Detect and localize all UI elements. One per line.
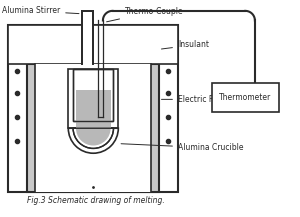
Text: Insulant: Insulant: [161, 40, 209, 49]
Bar: [76, 90, 111, 128]
Bar: [73, 69, 113, 122]
Wedge shape: [68, 128, 118, 153]
Bar: [8, 25, 178, 192]
Bar: [212, 83, 279, 112]
Bar: [73, 69, 113, 122]
Text: Electric Resistance Heater: Electric Resistance Heater: [161, 95, 279, 104]
Text: Thermometer: Thermometer: [219, 93, 272, 102]
Bar: [34, 64, 151, 192]
Wedge shape: [76, 128, 111, 146]
Text: Alumina Crucible: Alumina Crucible: [121, 143, 243, 152]
Bar: [8, 25, 178, 64]
Bar: [27, 64, 159, 192]
Text: Fig.3 Schematic drawing of melting.: Fig.3 Schematic drawing of melting.: [27, 196, 165, 205]
Bar: [68, 69, 118, 128]
Bar: [82, 11, 93, 64]
Text: Thermo-Couple: Thermo-Couple: [106, 7, 184, 22]
Text: Alumina Stirrer: Alumina Stirrer: [2, 6, 79, 15]
Wedge shape: [73, 128, 113, 148]
